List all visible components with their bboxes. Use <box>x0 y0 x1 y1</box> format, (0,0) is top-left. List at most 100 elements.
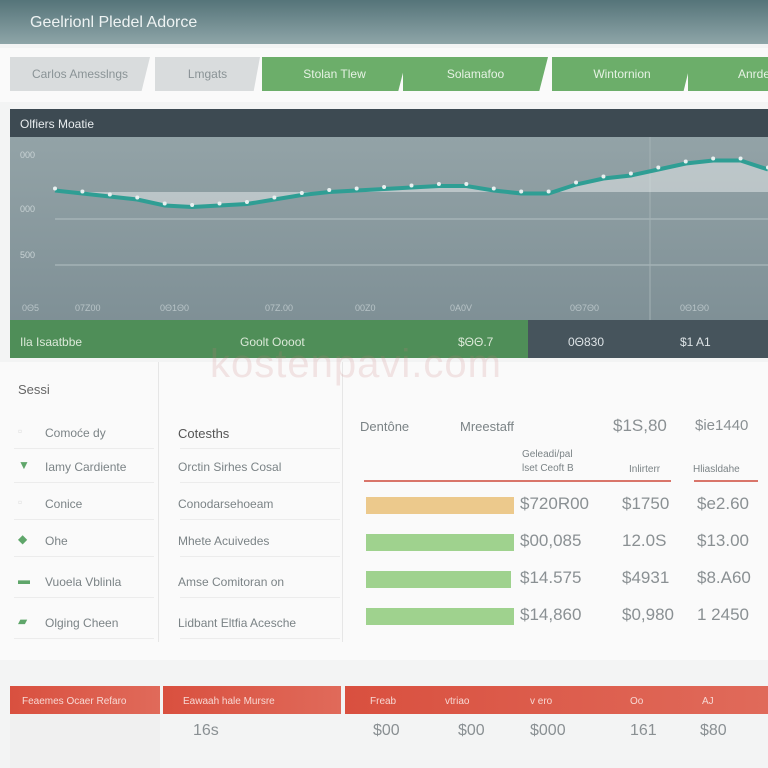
list-item-label[interactable]: Ohe <box>45 534 68 548</box>
bottom-value: 161 <box>630 722 657 739</box>
summary-value: $1 A1 <box>680 335 711 349</box>
data-point <box>683 159 688 164</box>
table-cell: $14,860 <box>520 605 582 624</box>
row-divider <box>180 638 340 639</box>
row-divider <box>180 448 340 449</box>
bottom-value: 16s <box>193 722 219 739</box>
x-tick-label: 0Θ1Θ0 <box>680 303 709 313</box>
x-tick-label: 00Z0 <box>355 303 376 313</box>
summary-label: Goolt Oooot <box>240 335 305 349</box>
bottom-header-group: Freab vtriao v ero Oo AJ <box>345 686 768 714</box>
x-tick-label: 0Θ7Θ0 <box>570 303 599 313</box>
folder-icon: ▰ <box>18 614 28 628</box>
bottom-header: vtriao <box>445 696 470 707</box>
list-item-label[interactable]: Iamy Cardiente <box>45 460 127 474</box>
row-divider <box>14 597 154 598</box>
y-tick-label: 000 <box>20 204 35 214</box>
data-point <box>80 189 85 194</box>
data-point <box>244 200 249 204</box>
progress-bar <box>366 534 514 551</box>
x-tick-label: 07Z.00 <box>265 303 293 313</box>
list-item-label[interactable]: Orctin Sirhes Cosal <box>178 460 282 474</box>
table-header: $1S,80 <box>613 416 667 435</box>
table-subheader: Hliasldahe <box>693 464 740 475</box>
table-header: $ie1440 <box>695 417 749 434</box>
square-icon: ▫ <box>18 495 23 509</box>
bottom-value: $80 <box>700 722 727 739</box>
list-item-label[interactable]: Conice <box>45 497 83 511</box>
bottom-header: Freab <box>370 696 397 707</box>
row-divider <box>14 519 154 520</box>
x-tick-label: 0Θ5 <box>22 303 39 313</box>
data-point <box>217 201 222 206</box>
row-divider <box>180 597 340 598</box>
area-fill <box>55 160 768 207</box>
data-point <box>354 186 359 191</box>
data-point <box>628 171 633 176</box>
divider <box>342 362 343 642</box>
data-point <box>711 156 716 161</box>
list-item-label[interactable]: Amse Comitoran on <box>178 575 285 589</box>
data-point <box>519 189 524 194</box>
tab-4[interactable]: Solamafoo <box>403 57 548 91</box>
summary-band-dark: 0Θ830 $1 A1 <box>528 320 768 358</box>
table-cell: $720R00 <box>520 494 590 513</box>
data-point <box>656 165 661 170</box>
data-point <box>574 180 579 185</box>
list-item-label[interactable]: Lidbant Eltfia Acesche <box>178 616 297 630</box>
square-icon: ▫ <box>18 424 23 438</box>
list-item-label[interactable]: Mhete Acuivedes <box>178 534 270 548</box>
line-chart: 000 000 500 0Θ5 07Z00 0Θ1Θ0 07Z.00 00Z0 0A0V 0Θ7Θ… <box>10 137 768 320</box>
table-cell: $4931 <box>622 568 670 587</box>
chart-panel-title: Olfiers Moatie <box>10 109 768 137</box>
tab-5[interactable]: Wintornion <box>552 57 692 91</box>
bottom-header: Eawaah hale Mursre <box>163 686 341 714</box>
summary-value: 0Θ830 <box>568 335 605 349</box>
app-title: Geelrionl Pledel Adorce <box>30 14 198 31</box>
data-point <box>464 182 469 186</box>
bottom-value: $00 <box>373 722 400 739</box>
list-item-label[interactable]: Cotesths <box>178 426 230 441</box>
data-point <box>738 156 743 161</box>
list-item-label[interactable]: Conodarsehoeam <box>178 497 274 511</box>
bottom-header: Feaemes Ocaer Refaro <box>10 686 160 714</box>
app-header: Geelrionl Pledel Adorce <box>0 0 768 44</box>
data-point <box>382 185 387 189</box>
data-point <box>491 186 496 191</box>
data-point <box>272 195 277 200</box>
summary-band-green: Ila Isaatbbe Goolt Oooot $ΘΘ.7 <box>10 320 528 358</box>
bottom-value: $00 <box>458 722 485 739</box>
list-item-label[interactable]: Vuoela Vblinla <box>45 575 122 589</box>
bottom-value: $000 <box>530 722 566 739</box>
bottom-header: v ero <box>530 696 553 707</box>
bottom-header: AJ <box>702 696 714 707</box>
details-panel: Sessi ▫ Comoće dy ▼ Iamy Cardiente ▫ Con… <box>0 362 768 660</box>
tab-6[interactable]: Anrde <box>688 57 768 91</box>
bottom-cell <box>10 714 160 768</box>
row-divider <box>180 482 340 483</box>
progress-bar <box>366 608 514 625</box>
divider <box>158 362 159 642</box>
data-point <box>190 203 195 207</box>
tab-1[interactable]: Carlos Amesslngs <box>10 57 150 91</box>
tab-3[interactable]: Stolan Tlew <box>262 57 407 91</box>
row-divider <box>14 482 154 483</box>
header-rule <box>364 480 671 482</box>
data-point <box>409 183 414 188</box>
data-point <box>162 201 167 206</box>
y-tick-label: 500 <box>20 250 35 260</box>
table-cell: $8.A60 <box>697 568 751 587</box>
table-cell: $0,980 <box>622 605 674 624</box>
header-rule <box>694 480 758 482</box>
data-point <box>135 195 140 200</box>
list-item-label[interactable]: Comoće dy <box>45 426 106 440</box>
chart-svg: 000 000 500 0Θ5 07Z00 0Θ1Θ0 07Z.00 00Z0 0A0V 0Θ7Θ… <box>20 137 768 320</box>
x-tick-label: 0Θ1Θ0 <box>160 303 189 313</box>
card-icon: ▬ <box>18 573 30 587</box>
data-point <box>107 192 112 197</box>
data-point <box>601 174 606 179</box>
list-item-label[interactable]: Olging Cheen <box>45 616 119 630</box>
tab-2[interactable]: Lmgats <box>155 57 260 91</box>
table-cell: $00,085 <box>520 531 582 550</box>
row-divider <box>14 448 154 449</box>
